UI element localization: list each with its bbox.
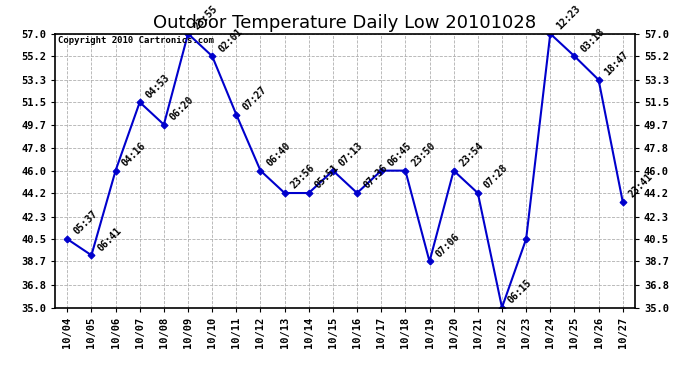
Text: 07:36: 07:36 bbox=[362, 163, 389, 191]
Text: 23:55: 23:55 bbox=[193, 4, 220, 32]
Text: 06:40: 06:40 bbox=[265, 141, 293, 168]
Text: 02:01: 02:01 bbox=[217, 26, 244, 54]
Text: 23:41: 23:41 bbox=[627, 172, 655, 200]
Text: 06:41: 06:41 bbox=[96, 225, 124, 253]
Text: 03:18: 03:18 bbox=[579, 26, 607, 54]
Text: 23:56: 23:56 bbox=[289, 163, 317, 191]
Text: 07:28: 07:28 bbox=[482, 163, 510, 191]
Text: Copyright 2010 Cartronics.com: Copyright 2010 Cartronics.com bbox=[58, 36, 214, 45]
Text: 04:53: 04:53 bbox=[144, 72, 172, 100]
Title: Outdoor Temperature Daily Low 20101028: Outdoor Temperature Daily Low 20101028 bbox=[153, 14, 537, 32]
Text: 06:15: 06:15 bbox=[506, 278, 534, 305]
Text: 07:06: 07:06 bbox=[434, 231, 462, 259]
Text: 23:54: 23:54 bbox=[458, 141, 486, 168]
Text: 23:50: 23:50 bbox=[410, 141, 437, 168]
Text: 05:51: 05:51 bbox=[313, 163, 341, 191]
Text: 05:37: 05:37 bbox=[72, 209, 99, 237]
Text: 06:20: 06:20 bbox=[168, 94, 196, 122]
Text: 06:45: 06:45 bbox=[386, 141, 413, 168]
Text: 18:47: 18:47 bbox=[603, 50, 631, 78]
Text: 04:16: 04:16 bbox=[120, 141, 148, 168]
Text: 12:23: 12:23 bbox=[555, 4, 582, 32]
Text: 07:13: 07:13 bbox=[337, 141, 365, 168]
Text: 07:27: 07:27 bbox=[241, 85, 268, 112]
